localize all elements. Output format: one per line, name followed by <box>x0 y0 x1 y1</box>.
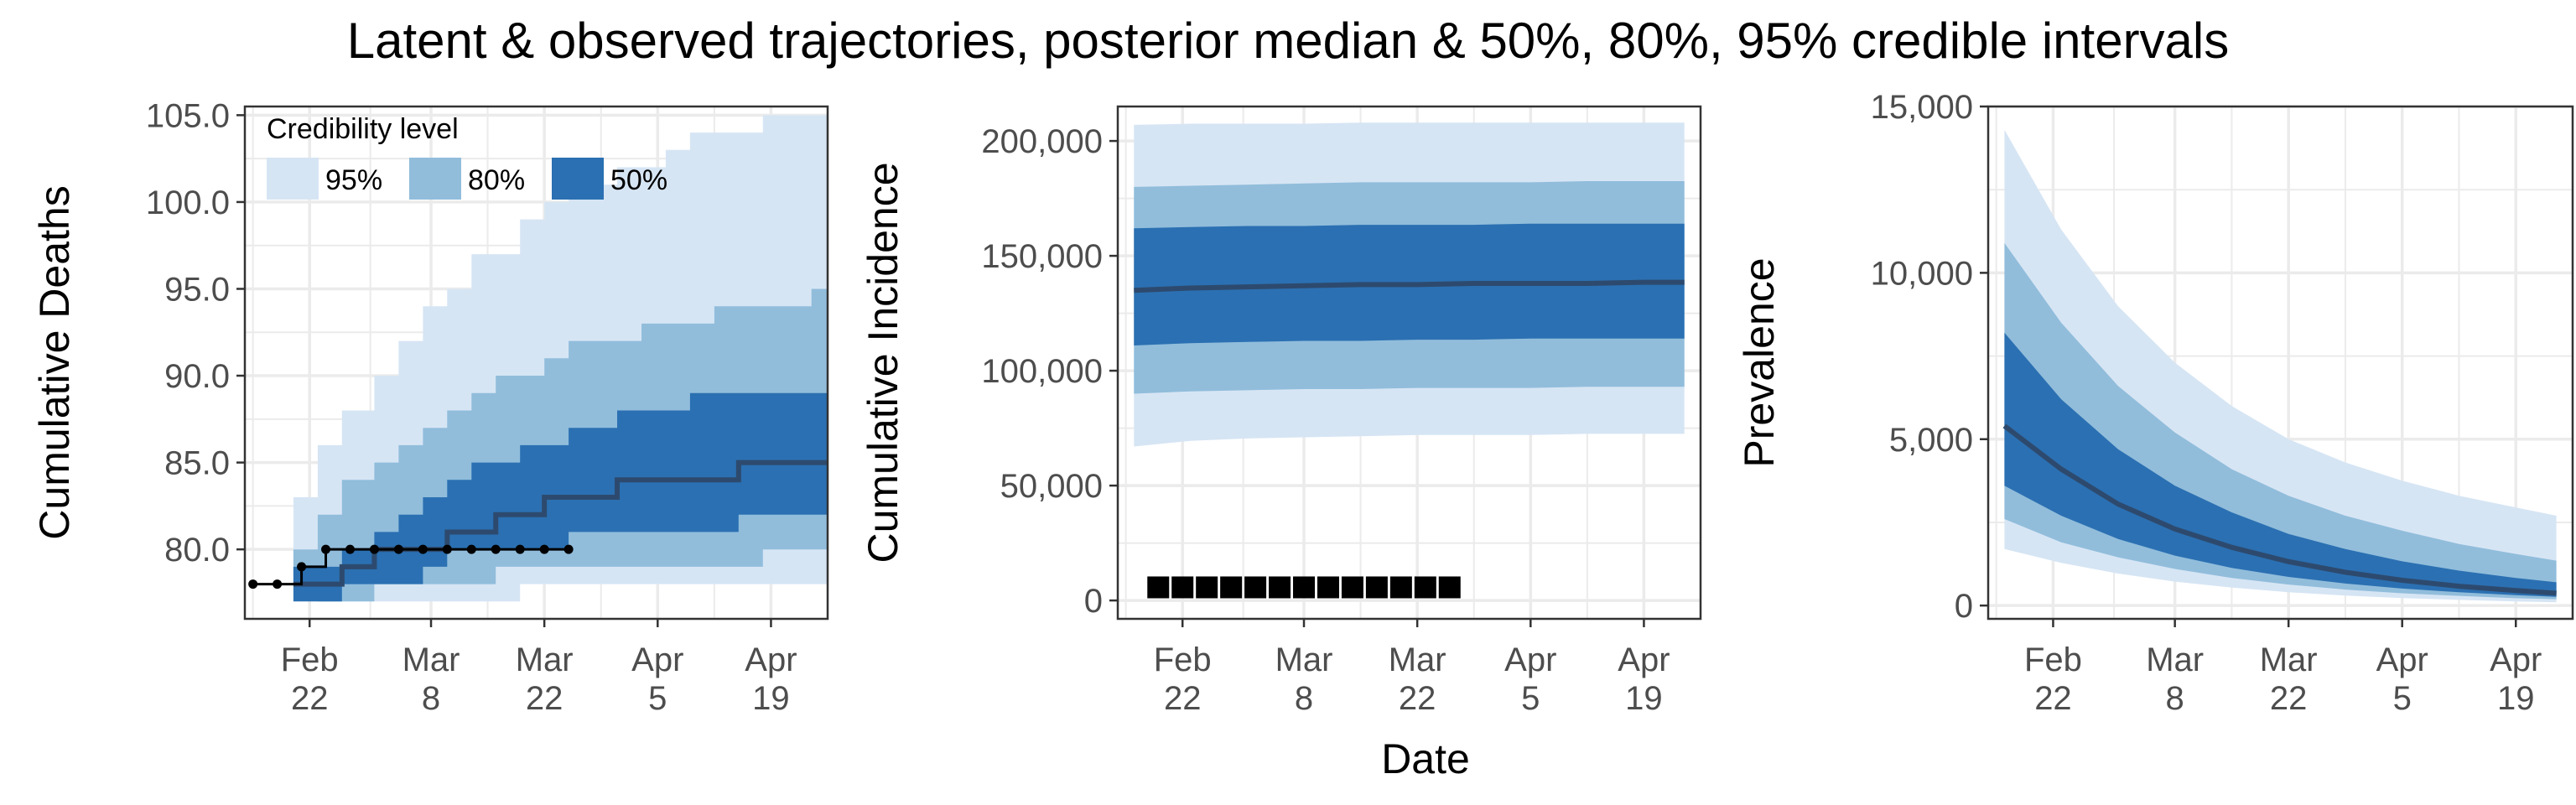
observed-point <box>1389 576 1412 599</box>
x-tick-label: Mar <box>1389 641 1446 678</box>
x-tick-label: 5 <box>648 680 667 717</box>
y-tick-label: 10,000 <box>1871 255 1973 292</box>
x-tick-label: Apr <box>2490 641 2542 678</box>
x-tick-label: 8 <box>2166 680 2184 717</box>
observed-point <box>1220 576 1243 599</box>
x-tick-label: Mar <box>402 641 460 678</box>
y-tick-label: 150,000 <box>981 238 1103 275</box>
x-tick-label: Apr <box>1504 641 1556 678</box>
x-tick-label: Apr <box>631 641 683 678</box>
x-tick-label: Apr <box>1618 641 1670 678</box>
median-line <box>1134 279 1685 293</box>
chart-title: Latent & observed trajectories, posterio… <box>346 13 2230 69</box>
legend-label: 50% <box>610 164 667 196</box>
panel-prevalence: 05,00010,00015,000Feb22Mar8Mar22Apr5Apr1… <box>1736 89 2574 717</box>
x-tick-label: 22 <box>291 680 329 717</box>
x-tick-label: Mar <box>516 641 574 678</box>
x-tick-label: Mar <box>1275 641 1333 678</box>
median-line <box>2002 423 2557 596</box>
observed-point <box>564 544 574 554</box>
y-tick-label: 5,000 <box>1889 422 1973 459</box>
observed-point <box>1269 576 1291 599</box>
y-tick-label: 80.0 <box>164 532 230 569</box>
observed-point <box>1414 576 1436 599</box>
observed-point <box>442 544 452 554</box>
x-tick-label: 22 <box>526 680 564 717</box>
x-tick-label: 22 <box>2034 680 2072 717</box>
x-tick-label: Apr <box>2376 641 2428 678</box>
x-tick-label: 22 <box>2270 680 2308 717</box>
x-tick-label: 8 <box>422 680 440 717</box>
y-tick-label: 0 <box>1084 583 1103 620</box>
observed-point <box>369 544 379 554</box>
y-tick-label: 50,000 <box>1000 468 1103 505</box>
observed-point <box>345 544 355 554</box>
x-tick-label: 19 <box>2497 680 2535 717</box>
x-tick-label: 8 <box>1295 680 1313 717</box>
panel-border <box>1116 105 1702 621</box>
y-tick-label: 95.0 <box>164 271 230 308</box>
legend-label: 80% <box>468 164 525 196</box>
legend-label: 95% <box>325 164 382 196</box>
y-tick-label: 200,000 <box>981 123 1103 160</box>
observed-point <box>418 544 428 554</box>
x-tick-label: 19 <box>752 680 790 717</box>
y-axis-title: Prevalence <box>1736 257 1783 467</box>
y-tick-label: 0 <box>1955 588 1973 625</box>
panel-border <box>1987 105 2574 621</box>
x-tick-label: 5 <box>2393 680 2412 717</box>
y-axis-title: Cumulative Incidence <box>860 162 906 563</box>
y-tick-label: 105.0 <box>146 97 230 134</box>
observed-point <box>1171 576 1194 599</box>
observed-point <box>248 579 258 589</box>
observed-point <box>466 544 476 554</box>
observed-point <box>321 544 331 554</box>
observed-point <box>1196 576 1218 599</box>
observed-point <box>491 544 501 554</box>
legend-swatch <box>409 158 461 200</box>
legend-title: Credibility level <box>267 113 459 145</box>
observed-point <box>393 544 403 554</box>
observed-point <box>1293 576 1316 599</box>
y-tick-label: 90.0 <box>164 358 230 395</box>
x-axis-title: Date <box>1381 735 1470 782</box>
observed-point <box>1438 576 1461 599</box>
observed-point <box>1365 576 1388 599</box>
x-tick-label: Mar <box>2260 641 2318 678</box>
observed-line <box>252 548 569 586</box>
panel-cumulative-deaths: 80.085.090.095.0100.0105.0Feb22Mar8Mar22… <box>31 97 829 717</box>
observed-point <box>515 544 525 554</box>
observed-point <box>1317 576 1339 599</box>
legend-swatch <box>267 158 319 200</box>
observed-point <box>539 544 549 554</box>
x-tick-label: Mar <box>2146 641 2204 678</box>
legend-swatch <box>552 158 604 200</box>
y-tick-label: 100,000 <box>981 353 1103 390</box>
band-50 <box>2004 332 2557 597</box>
x-tick-label: 22 <box>1399 680 1436 717</box>
x-tick-label: Feb <box>1154 641 1212 678</box>
observed-point <box>297 562 307 572</box>
panel-cumulative-incidence: 050,000100,000150,000200,000Feb22Mar8Mar… <box>860 105 1702 717</box>
x-tick-label: Feb <box>281 641 339 678</box>
observed-point <box>1341 576 1363 599</box>
observed-point <box>273 579 283 589</box>
observed-point <box>1244 576 1267 599</box>
legend: Credibility level 95% 80% 50% <box>267 113 667 200</box>
x-tick-label: Feb <box>2024 641 2082 678</box>
x-tick-label: 5 <box>1521 680 1540 717</box>
y-tick-label: 85.0 <box>164 445 230 482</box>
observed-point <box>1147 576 1170 599</box>
x-tick-label: 19 <box>1625 680 1663 717</box>
x-tick-label: Apr <box>745 641 797 678</box>
x-tick-label: 22 <box>1164 680 1202 717</box>
y-tick-label: 15,000 <box>1871 89 1973 126</box>
y-tick-label: 100.0 <box>146 184 230 221</box>
panel-border <box>243 105 829 621</box>
y-axis-title: Cumulative Deaths <box>31 185 78 539</box>
